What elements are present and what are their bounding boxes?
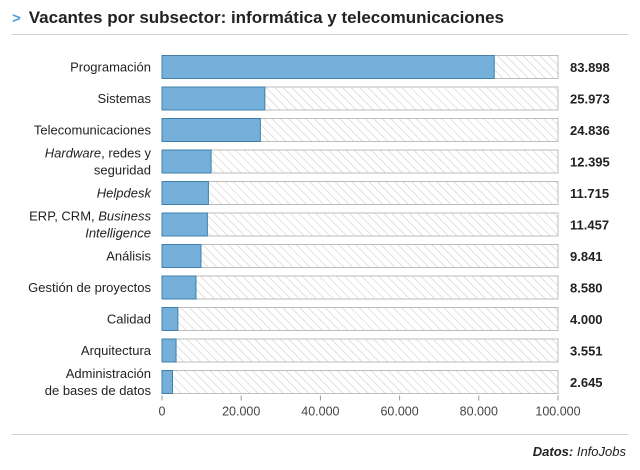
category-label: seguridad xyxy=(94,163,151,178)
bar xyxy=(161,149,212,174)
category-label-part: Intelligence xyxy=(85,226,151,241)
category-label: Calidad xyxy=(107,312,151,327)
bar-row: ERP, CRM, Business Intelligence 11.457 xyxy=(29,209,609,241)
category-label-part: Programación xyxy=(70,60,151,75)
bar-track xyxy=(161,244,559,268)
bar xyxy=(161,370,173,394)
bar-chart: Programación 83.898 Sistemas 25.973 Telecomu… xyxy=(28,55,610,419)
category-label-part: Arquitectura xyxy=(81,343,152,358)
value-label: 25.973 xyxy=(570,92,610,107)
value-label: 24.836 xyxy=(570,123,610,138)
category-label: Sistemas xyxy=(98,91,152,106)
bar-track xyxy=(161,181,559,205)
category-label: Análisis xyxy=(106,249,151,264)
category-label-part: Sistemas xyxy=(98,91,152,106)
value-label: 2.645 xyxy=(570,375,603,390)
category-label-part: Hardware xyxy=(45,146,101,161)
bar xyxy=(161,181,209,205)
category-label-part: Gestión de proyectos xyxy=(28,280,151,295)
category-label-part: , redes y xyxy=(101,146,151,161)
category-label-part: Helpdesk xyxy=(97,186,153,201)
source-label: Datos: xyxy=(532,444,574,459)
bottom-divider xyxy=(12,434,628,435)
x-tick-label: 0 xyxy=(159,405,166,419)
bar-row: Administración de bases de datos 2.645 xyxy=(45,366,603,398)
bar xyxy=(161,338,177,363)
category-label-part: Análisis xyxy=(106,249,151,264)
category-label: Hardware, redes y xyxy=(45,146,152,161)
bar xyxy=(161,275,197,300)
bar xyxy=(161,307,179,331)
category-label: Telecomunicaciones xyxy=(34,123,152,138)
bar-row: Helpdesk 11.715 xyxy=(97,181,609,205)
value-label: 11.715 xyxy=(570,186,609,201)
value-label: 83.898 xyxy=(570,60,610,75)
chevron-right-icon: > xyxy=(12,9,21,27)
value-label: 12.395 xyxy=(570,155,610,170)
bar-row: Arquitectura 3.551 xyxy=(81,338,603,363)
value-label: 4.000 xyxy=(570,312,603,327)
value-label: 11.457 xyxy=(570,218,609,233)
value-label: 9.841 xyxy=(570,249,603,264)
category-label-part: de bases de datos xyxy=(45,383,152,398)
x-tick-label: 100.000 xyxy=(535,405,580,419)
bar xyxy=(161,118,261,142)
bar-track xyxy=(161,370,559,394)
bar-row: Análisis 9.841 xyxy=(106,244,603,268)
bar-row: Sistemas 25.973 xyxy=(98,86,610,111)
category-label-part: Administración xyxy=(66,366,151,381)
category-label-part: ERP, CRM, xyxy=(29,209,98,224)
bar xyxy=(161,244,202,268)
bar xyxy=(161,86,266,111)
chart-title-text: Vacantes por subsector: informática y te… xyxy=(28,8,504,27)
category-label: Programación xyxy=(70,60,151,75)
category-label: de bases de datos xyxy=(45,383,152,398)
bar-track xyxy=(161,149,559,174)
value-label: 8.580 xyxy=(570,281,603,296)
category-label: Helpdesk xyxy=(97,186,153,201)
source-credit: Datos: InfoJobs xyxy=(533,444,626,459)
category-label: Gestión de proyectos xyxy=(28,280,151,295)
bar-track xyxy=(161,212,559,237)
category-label: Arquitectura xyxy=(81,343,152,358)
chart-title: > Vacantes por subsector: informática y … xyxy=(12,6,504,30)
bar-row: Calidad 4.000 xyxy=(107,307,603,331)
bar-track xyxy=(161,307,559,331)
category-label-part: Business xyxy=(98,209,151,224)
value-label: 3.551 xyxy=(570,344,603,359)
category-label: ERP, CRM, Business xyxy=(29,209,151,224)
bar-track xyxy=(161,275,559,300)
bar-row: Hardware, redes y seguridad 12.395 xyxy=(45,146,610,178)
x-tick-label: 40.000 xyxy=(301,405,339,419)
bar-row: Telecomunicaciones 24.836 xyxy=(34,118,610,142)
bar-row: Gestión de proyectos 8.580 xyxy=(28,275,603,300)
x-tick-label: 60.000 xyxy=(380,405,418,419)
category-label: Intelligence xyxy=(85,226,151,241)
category-label-part: Telecomunicaciones xyxy=(34,123,152,138)
x-tick-label: 20.000 xyxy=(222,405,260,419)
top-divider xyxy=(12,34,628,35)
x-axis: 0 20.000 40.000 60.000 80.000 100.000 xyxy=(159,395,581,419)
bar-track xyxy=(161,338,559,363)
bar xyxy=(161,55,495,79)
source-name: InfoJobs xyxy=(576,444,626,459)
category-label-part: seguridad xyxy=(94,163,151,178)
bar-rows: Programación 83.898 Sistemas 25.973 Telecomu… xyxy=(28,55,610,398)
bar-row: Programación 83.898 xyxy=(70,55,610,79)
category-label: Administración xyxy=(66,366,151,381)
category-label-part: Calidad xyxy=(107,312,151,327)
x-tick-label: 80.000 xyxy=(460,405,498,419)
bar xyxy=(161,212,208,237)
